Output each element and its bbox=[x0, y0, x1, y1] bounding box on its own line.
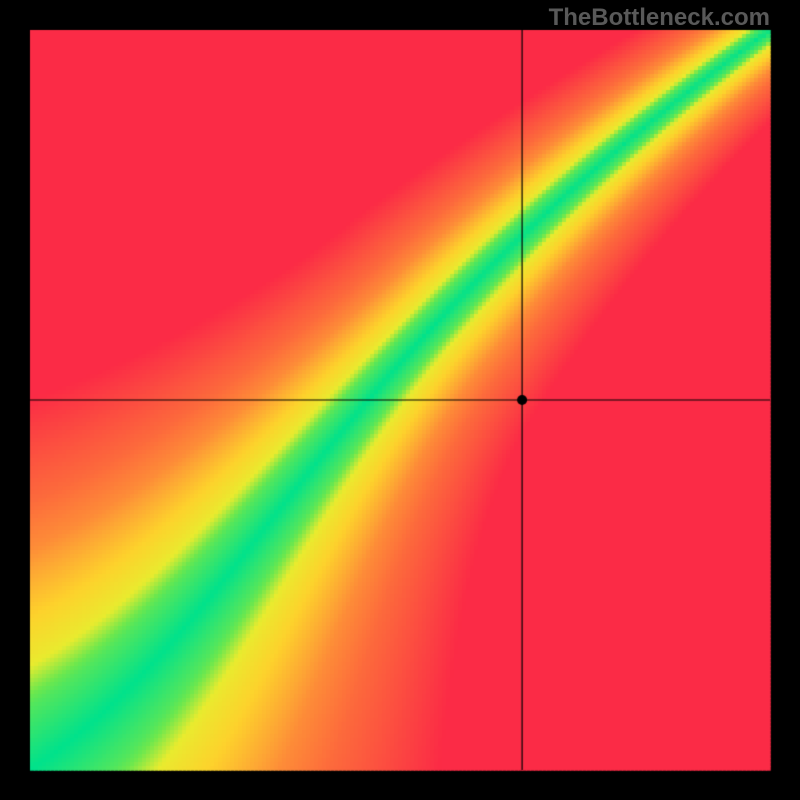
watermark-text: TheBottleneck.com bbox=[549, 4, 770, 32]
chart-container: TheBottleneck.com bbox=[0, 0, 800, 800]
heatmap-canvas bbox=[0, 0, 800, 800]
